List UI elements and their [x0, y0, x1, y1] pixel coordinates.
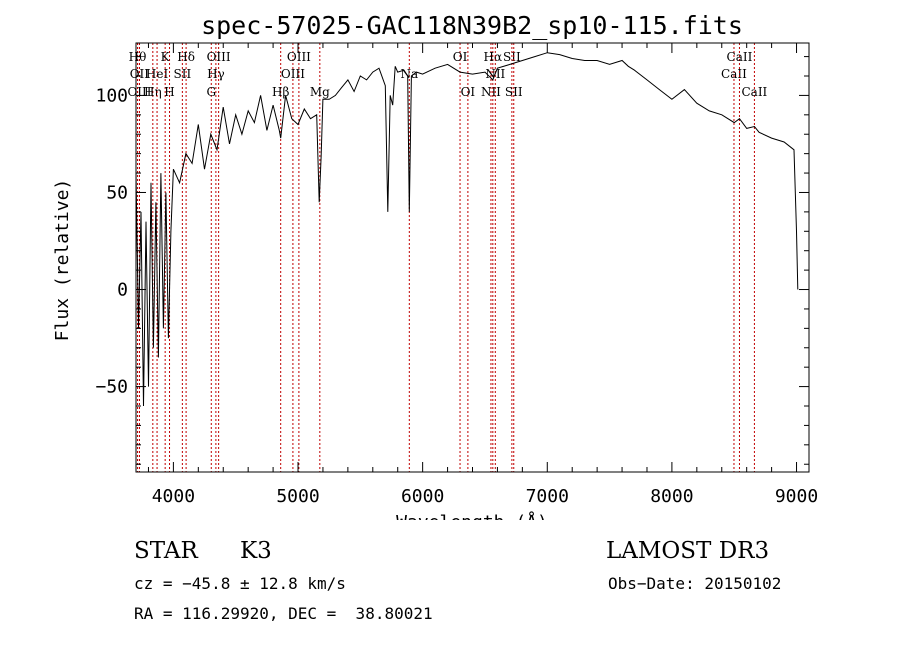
- emission-line-markers: HθOIIOIIIHηHeIKHSIIHδGHγOIIIHβOIIIOIIIMg…: [127, 43, 768, 472]
- line-label-1: OII: [130, 67, 150, 81]
- line-label-10: Hγ: [207, 67, 225, 81]
- line-label-19: NII: [481, 85, 501, 99]
- line-label-7: SII: [174, 67, 192, 81]
- x-tick-label: 8000: [650, 486, 693, 507]
- x-tick-label: 5000: [276, 486, 319, 507]
- line-label-3: Hη: [144, 85, 162, 99]
- object-class: STAR: [134, 538, 198, 564]
- line-label-15: Mg: [310, 85, 330, 99]
- spectrum-series-line: [135, 52, 799, 407]
- line-label-4: HeI: [146, 67, 169, 81]
- axis-ticks: 4000 5000 6000 7000 8000 9000 −50 0 50 100: [95, 43, 818, 507]
- line-label-12: Hβ: [272, 85, 289, 99]
- y-tick-label: 0: [117, 280, 128, 301]
- line-label-13: OIII: [281, 67, 305, 81]
- x-tick-label: 9000: [775, 486, 818, 507]
- sky-coordinates: RA = 116.29920, DEC = 38.80021: [134, 604, 433, 623]
- line-label-20: Hα: [484, 50, 503, 64]
- line-label-11: OIII: [207, 50, 231, 64]
- x-tick-label: 7000: [526, 486, 569, 507]
- line-label-6: H: [164, 85, 174, 99]
- line-label-23: SII: [505, 85, 523, 99]
- redshift-velocity: cz = −45.8 ± 12.8 km/s: [134, 574, 346, 593]
- line-label-9: G: [206, 85, 216, 99]
- line-label-5: K: [161, 50, 171, 64]
- y-tick-label: −50: [95, 377, 128, 398]
- line-label-8: Hδ: [177, 50, 195, 64]
- object-subclass: K3: [240, 538, 272, 564]
- chart-title: spec-57025-GAC118N39B2_sp10-115.fits: [201, 11, 743, 40]
- plot-frame: [135, 42, 810, 473]
- line-label-18: OI: [461, 85, 476, 99]
- line-label-26: CaII: [741, 85, 767, 99]
- y-axis-label: Flux (relative): [52, 179, 73, 342]
- line-label-22: SII: [503, 50, 521, 64]
- x-axis-label: Wavelength (Å): [396, 511, 548, 520]
- line-label-16: Na: [400, 67, 418, 81]
- line-label-14: OIII: [287, 50, 311, 64]
- line-label-25: CaII: [727, 50, 753, 64]
- line-label-17: OI: [453, 50, 468, 64]
- y-tick-label: 100: [95, 85, 128, 106]
- spectrum-chart: spec-57025-GAC118N39B2_sp10-115.fits HθO…: [52, 11, 818, 520]
- survey-name: LAMOST DR3: [606, 538, 770, 564]
- line-label-24: CaII: [721, 67, 747, 81]
- observation-date: Obs−Date: 20150102: [608, 574, 782, 593]
- x-tick-label: 4000: [152, 486, 195, 507]
- y-tick-label: 50: [106, 182, 128, 203]
- x-tick-label: 6000: [401, 486, 444, 507]
